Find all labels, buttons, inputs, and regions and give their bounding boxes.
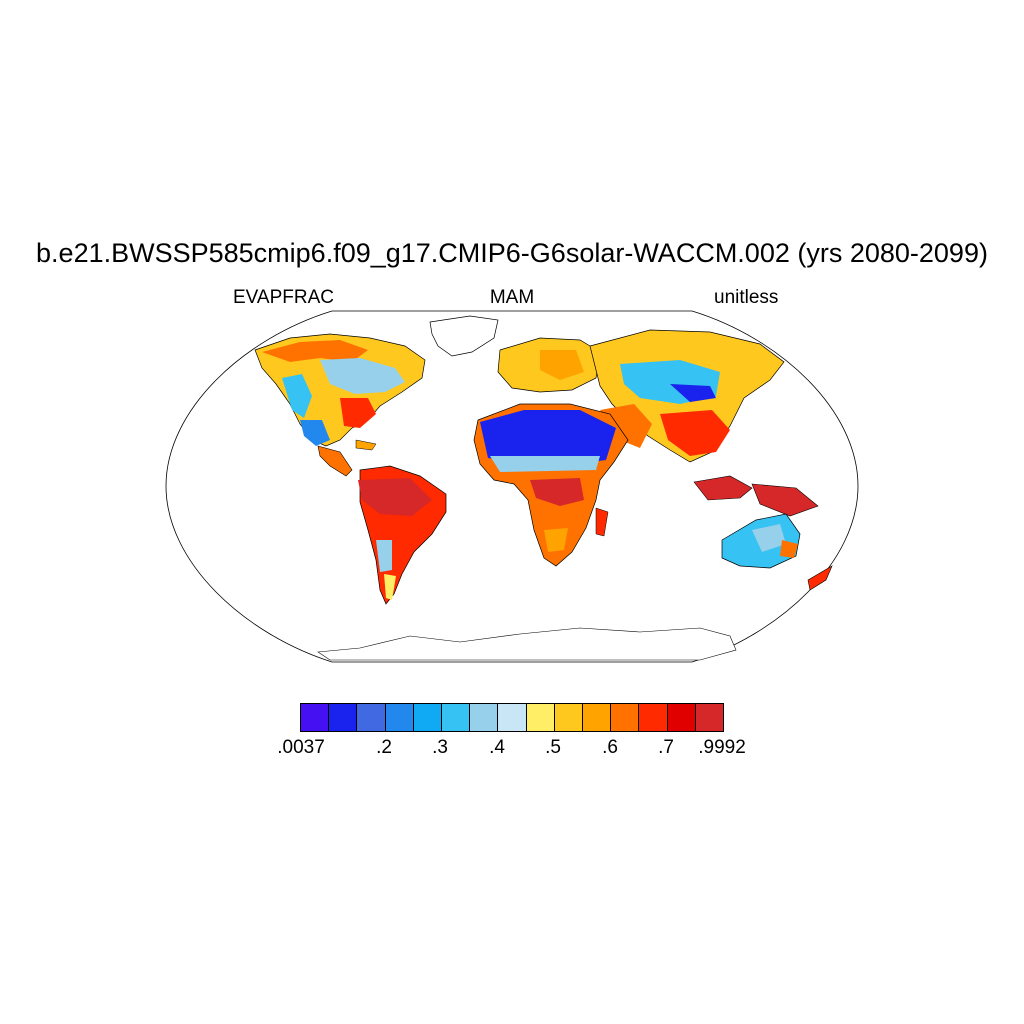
- colorbar-swatch: [301, 704, 330, 731]
- colorbar-tick-label: .2: [376, 737, 392, 758]
- colorbar-swatch: [639, 704, 668, 731]
- europe: [497, 337, 601, 393]
- map-title: b.e21.BWSSP585cmip6.f09_g17.CMIP6-G6sola…: [36, 238, 988, 268]
- colorbar-swatch: [498, 704, 527, 731]
- new-zealand: [807, 565, 833, 591]
- variable-label: EVAPFRAC: [233, 287, 335, 308]
- antarctica: [317, 627, 737, 661]
- indonesia: [693, 475, 819, 517]
- colorbar-swatch: [470, 704, 499, 731]
- colorbar-tick-label: .5: [545, 737, 561, 758]
- colorbar-swatch: [385, 704, 414, 731]
- colorbar-swatch: [413, 704, 443, 731]
- colorbar-swatch: [611, 704, 640, 731]
- colorbar-tick-label: .0037: [277, 737, 325, 758]
- units-label: unitless: [714, 287, 779, 308]
- australia: [721, 513, 801, 569]
- colorbar-swatch: [554, 704, 584, 731]
- colorbar: [300, 703, 724, 732]
- colorbar-swatch: [329, 704, 358, 731]
- colorbar-tick-label: .3: [432, 737, 448, 758]
- colorbar-swatch: [526, 704, 555, 731]
- season-label: MAM: [489, 287, 535, 308]
- south-america: [358, 465, 447, 605]
- greenland: [429, 315, 499, 357]
- colorbar-swatch: [667, 704, 696, 731]
- colorbar-swatch: [695, 704, 724, 731]
- colorbar-tick-label: .9992: [698, 737, 746, 758]
- asia: [589, 329, 785, 463]
- africa: [473, 403, 629, 567]
- colorbar-swatch: [583, 704, 612, 731]
- colorbar-swatch: [357, 704, 386, 731]
- colorbar-tick-label: .6: [602, 737, 618, 758]
- colorbar-swatch: [442, 704, 471, 731]
- north-america: [254, 333, 426, 477]
- colorbar-tick-label: .7: [658, 737, 674, 758]
- colorbar-tick-label: .4: [489, 737, 505, 758]
